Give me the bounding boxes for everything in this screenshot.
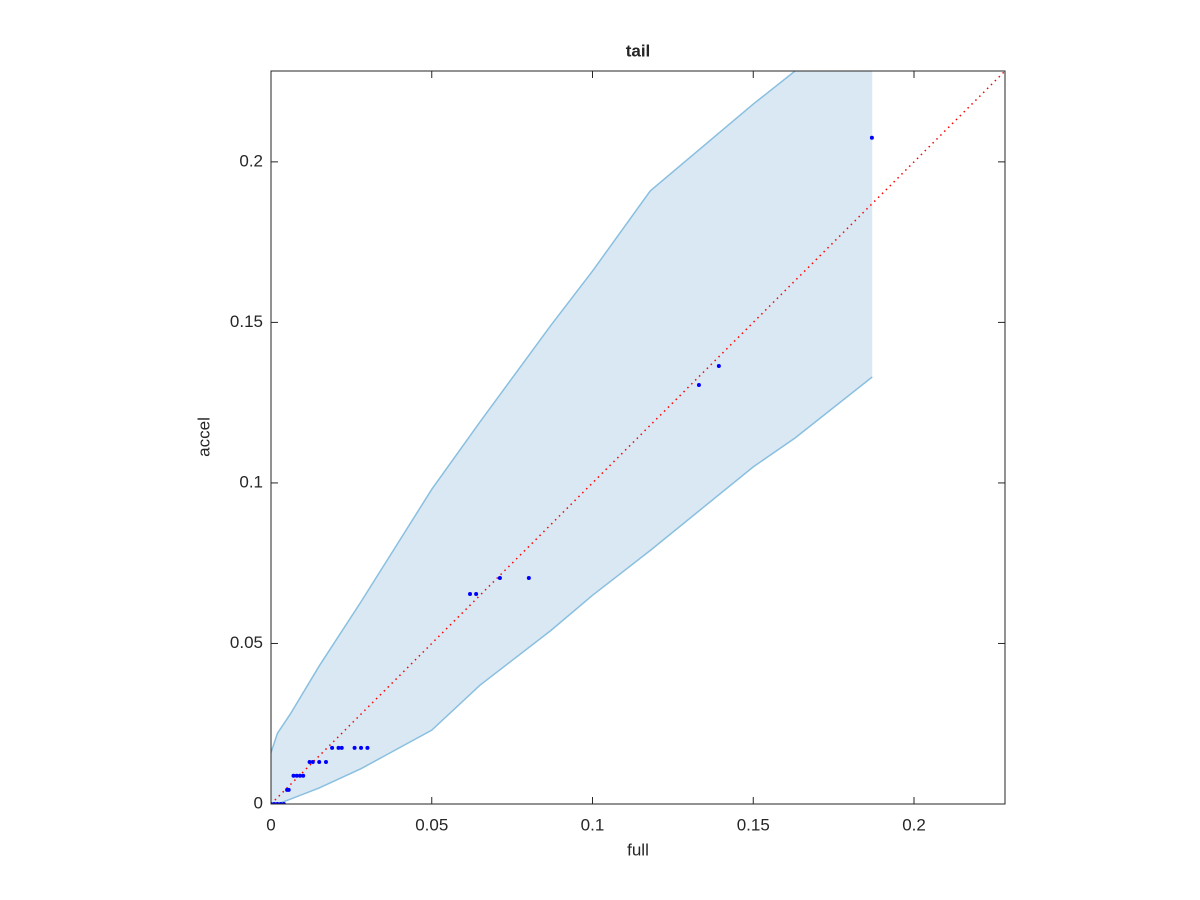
data-point — [352, 745, 357, 750]
data-point — [526, 575, 531, 580]
x-tick-label: 0.2 — [902, 815, 926, 834]
y-tick-label: 0.15 — [230, 312, 263, 331]
data-point — [307, 759, 312, 764]
data-point — [286, 787, 291, 792]
x-axis-label: full — [627, 840, 649, 859]
data-point — [869, 135, 874, 140]
y-tick-label: 0 — [254, 793, 263, 812]
data-point — [291, 773, 296, 778]
data-point — [716, 364, 721, 369]
data-point — [365, 745, 370, 750]
data-point — [474, 592, 479, 597]
y-tick-label: 0.2 — [239, 151, 263, 170]
x-tick-label: 0.1 — [581, 815, 605, 834]
confidence-band — [271, 71, 873, 804]
data-point — [696, 383, 701, 388]
data-point — [294, 773, 299, 778]
x-tick-label: 0.15 — [737, 815, 770, 834]
data-point — [339, 745, 344, 750]
data-point — [301, 773, 306, 778]
data-point — [323, 759, 328, 764]
x-tick-label: 0.05 — [415, 815, 448, 834]
band-lower-edge — [271, 376, 873, 804]
y-tick-label: 0.1 — [239, 472, 263, 491]
reference-line — [271, 71, 1005, 804]
data-point — [297, 773, 302, 778]
data-point — [468, 592, 473, 597]
data-point — [330, 745, 335, 750]
axes-box — [270, 70, 1006, 805]
y-tick-label: 0.05 — [230, 633, 263, 652]
y-axis-label: accel — [194, 417, 213, 457]
data-point — [497, 575, 502, 580]
x-tick-label: 0 — [266, 815, 275, 834]
data-point — [310, 759, 315, 764]
data-point — [336, 745, 341, 750]
band-upper-edge — [271, 71, 797, 753]
plot-area — [271, 71, 1005, 804]
data-point — [317, 759, 322, 764]
data-point — [359, 745, 364, 750]
chart-title: tail — [626, 41, 651, 60]
